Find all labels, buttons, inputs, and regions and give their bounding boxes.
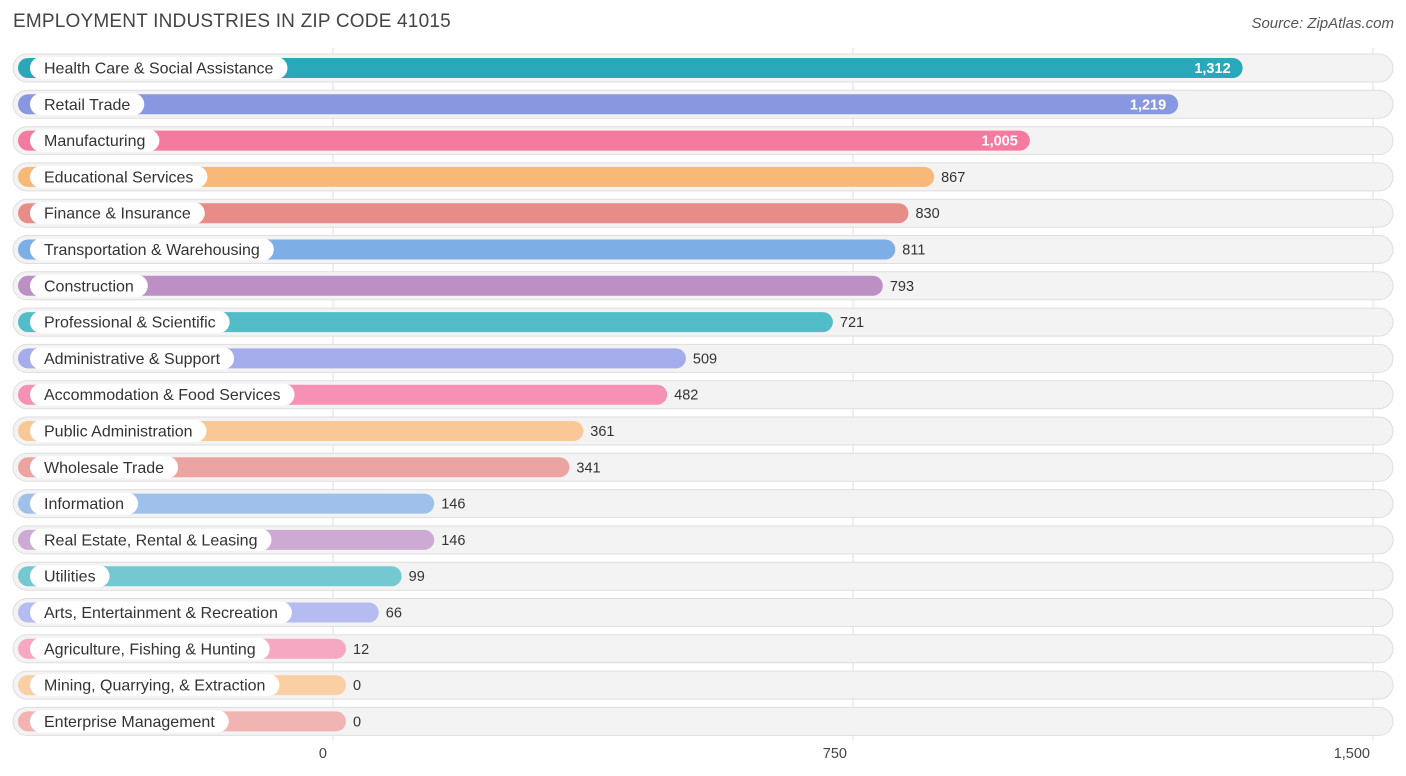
category-label: Educational Services	[44, 169, 193, 186]
category-label: Transportation & Warehousing	[44, 242, 260, 259]
value-label: 341	[576, 460, 600, 476]
value-label: 0	[353, 678, 361, 694]
category-label: Utilities	[44, 569, 96, 586]
value-label: 146	[441, 497, 465, 513]
category-label-pill	[30, 601, 292, 624]
category-label: Manufacturing	[44, 133, 145, 150]
source-label: Source: ZipAtlas.com	[1251, 15, 1394, 32]
chart-title: EMPLOYMENT INDUSTRIES IN ZIP CODE 41015	[13, 11, 451, 32]
category-label-pill	[30, 274, 148, 297]
value-label: 793	[890, 279, 914, 295]
value-label: 721	[840, 315, 864, 331]
category-label-pill	[30, 565, 110, 588]
value-label: 867	[941, 170, 965, 186]
category-label: Retail Trade	[44, 97, 130, 114]
category-label-pill	[30, 492, 139, 515]
category-label-pill	[30, 165, 208, 188]
value-label: 146	[441, 533, 465, 549]
category-label-pill	[30, 311, 230, 334]
category-label: Information	[44, 496, 124, 513]
category-label: Arts, Entertainment & Recreation	[44, 605, 278, 622]
value-label: 0	[353, 714, 361, 730]
category-label: Professional & Scientific	[44, 315, 216, 332]
value-label: 1,312	[1194, 61, 1230, 77]
bar	[18, 275, 883, 296]
bar-track	[12, 706, 1394, 736]
bar	[18, 130, 1030, 151]
category-label-pill	[30, 456, 179, 479]
category-label: Health Care & Social Assistance	[44, 61, 274, 78]
category-label-pill	[30, 420, 207, 442]
category-label-pill	[30, 383, 295, 406]
category-label-pill	[30, 674, 280, 697]
bar-track	[12, 634, 1394, 664]
x-tick-label: 1,500	[1334, 746, 1370, 762]
category-label: Public Administration	[44, 424, 193, 441]
value-label: 509	[693, 351, 717, 367]
category-label: Administrative & Support	[44, 351, 221, 368]
value-label: 12	[353, 642, 369, 658]
category-label-pill	[30, 528, 272, 551]
value-label: 66	[386, 606, 402, 622]
category-label: Construction	[44, 278, 134, 295]
value-label: 1,219	[1130, 97, 1166, 113]
x-tick-label: 750	[823, 746, 847, 762]
category-label: Real Estate, Rental & Leasing	[44, 532, 257, 549]
category-label-pill	[30, 202, 205, 225]
value-label: 1,005	[982, 134, 1018, 150]
category-label: Agriculture, Fishing & Hunting	[44, 641, 256, 658]
category-label-pill	[30, 129, 160, 152]
bar	[18, 203, 909, 224]
category-label: Enterprise Management	[44, 714, 215, 731]
x-axis-ticks: 0 750 1,500	[319, 746, 1370, 762]
bar-rows: Health Care & Social Assistance 1,312 Reta…	[12, 53, 1394, 736]
value-label: 811	[902, 243, 925, 259]
category-label: Mining, Quarrying, & Extraction	[44, 678, 265, 695]
bar-track	[12, 670, 1394, 700]
category-label: Finance & Insurance	[44, 206, 191, 223]
category-label-pill	[30, 238, 274, 261]
bar	[18, 94, 1179, 115]
category-label-pill	[30, 347, 235, 370]
bar	[18, 566, 402, 587]
value-label: 830	[915, 206, 939, 222]
value-label: 482	[674, 388, 698, 404]
bar	[18, 58, 1243, 78]
category-label-pill	[30, 637, 270, 660]
category-label: Wholesale Trade	[44, 460, 164, 477]
value-label: 99	[409, 569, 425, 585]
category-label: Accommodation & Food Services	[44, 387, 281, 404]
category-label-pill	[30, 710, 229, 733]
x-tick-label: 0	[319, 746, 327, 762]
bar	[18, 166, 935, 187]
value-label: 361	[590, 424, 614, 440]
category-label-pill	[30, 93, 145, 116]
category-label-pill	[30, 57, 288, 79]
